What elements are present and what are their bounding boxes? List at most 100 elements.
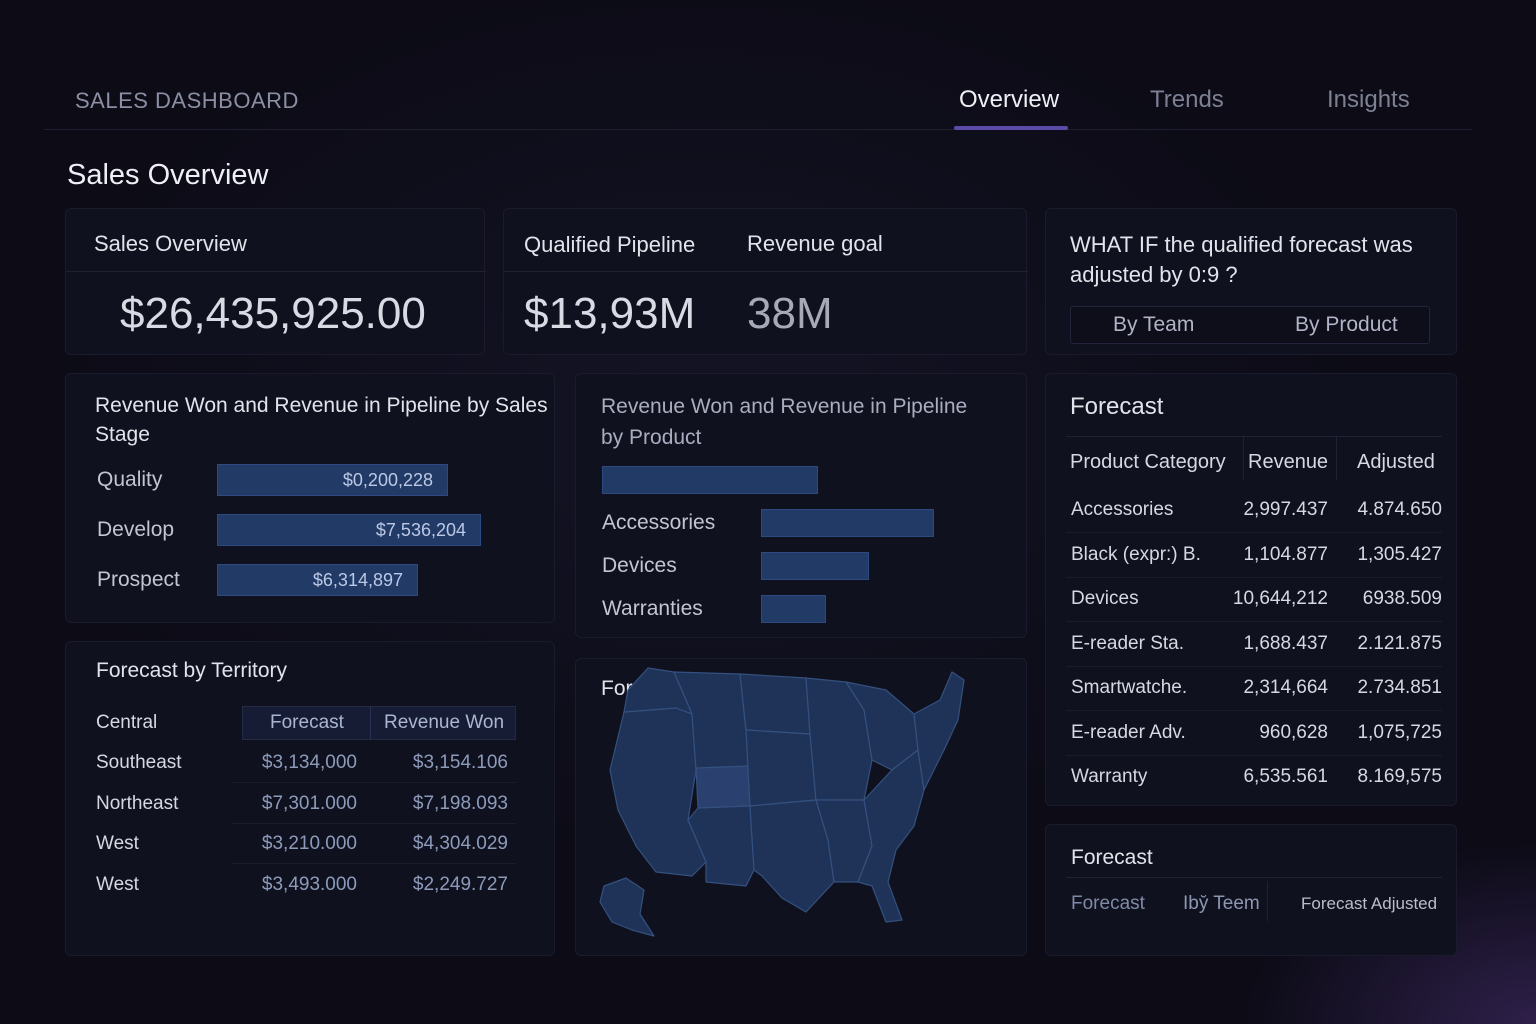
row-divider: [232, 782, 516, 783]
divider: [1267, 881, 1268, 921]
by-product-option[interactable]: By Product: [1295, 313, 1398, 336]
territory-cell-revenue-won: $4,304.029: [412, 833, 508, 854]
forecast-cell-adjusted: 6938.509: [1362, 588, 1442, 609]
stage-bar-value: $0,200,228: [342, 470, 433, 490]
forecast-cell-category: E-reader Adv.: [1071, 721, 1186, 743]
territory-cell-name: West: [96, 873, 139, 895]
column-header-revenue: Revenue: [1248, 451, 1329, 473]
row-divider: [1066, 621, 1442, 622]
tab-overview[interactable]: Overview: [959, 86, 1060, 113]
product-chart-card: Revenue Won and Revenue in Pipeline by P…: [575, 373, 1027, 638]
whatif-card: WHAT IF the qualified forecast was adjus…: [1045, 208, 1457, 355]
stage-bar[interactable]: $6,314,897: [217, 564, 418, 596]
forecast-cell-category: E-reader Sta.: [1071, 632, 1184, 654]
territory-cell-forecast: $7,301.000: [261, 792, 357, 814]
territory-card: Forecast by Territory Central Forecast R…: [65, 641, 555, 956]
page-title: Sales Overview: [67, 159, 269, 191]
territory-col-forecast: Forecast: [270, 712, 344, 733]
forecast-cell-adjusted: 1,305.427: [1357, 543, 1442, 565]
product-bar[interactable]: [761, 552, 869, 580]
tab-trends[interactable]: Trends: [1150, 86, 1224, 113]
stage-bar-value: $6,314,897: [312, 570, 403, 590]
footer-option-forecast-adjusted[interactable]: Forecast Adjusted: [1301, 894, 1438, 913]
footer-option-by-team[interactable]: Iby̆ Teem: [1183, 893, 1260, 914]
row-divider: [1066, 754, 1442, 756]
row-divider: [1066, 532, 1442, 533]
territory-cell-revenue-won: $3,154.106: [412, 752, 508, 773]
territory-cell-forecast: $3,210.000: [261, 833, 357, 854]
forecast-cell-category: Warranty: [1071, 766, 1148, 787]
forecast-cell-category: Smartwatche.: [1071, 677, 1188, 698]
map-region-alaska: [599, 877, 655, 937]
forecast-cell-revenue: 1,104.877: [1243, 543, 1328, 565]
forecast-cell-category: Accessories: [1071, 499, 1174, 520]
column-header-category: Product Category: [1070, 451, 1226, 473]
territory-cell-name: West: [96, 833, 139, 854]
territory-cell-forecast: $3,493.000: [261, 873, 357, 895]
footer-option-forecast[interactable]: Forecast: [1071, 893, 1145, 914]
territory-cell-revenue-won: $7,198.093: [412, 792, 508, 814]
map-region-southwest: [687, 805, 755, 887]
qualified-pipeline-label: Qualified Pipeline: [524, 232, 696, 257]
forecast-cell-revenue: 960,628: [1259, 721, 1328, 743]
territory-cell-forecast: $3,134,000: [261, 752, 357, 773]
product-bar[interactable]: [761, 595, 826, 623]
divider: [504, 271, 1028, 272]
forecast-footer-title: Forecast: [1071, 846, 1153, 869]
divider: [1066, 436, 1442, 437]
product-bar[interactable]: [602, 466, 818, 494]
territory-col-revenue-won: Revenue Won: [384, 712, 505, 733]
brand-title: SALES DASHBOARD: [75, 88, 299, 113]
revenue-header-box: [1243, 436, 1337, 480]
map-region-northeast: [913, 671, 965, 791]
row-divider: [232, 822, 516, 824]
forecast-cell-revenue: 10,644,212: [1232, 588, 1328, 609]
revenue-goal-label: Revenue goal: [747, 231, 883, 256]
stage-chart-card: Revenue Won and Revenue in Pipeline by S…: [65, 373, 555, 623]
whatif-question: WHAT IF the qualified forecast was adjus…: [1070, 232, 1413, 287]
forecast-footer-card: Forecast Forecast Iby̆ Teem Forecast Adj…: [1045, 824, 1457, 956]
product-bar[interactable]: [761, 509, 934, 537]
column-header-adjusted: Adjusted: [1357, 451, 1435, 473]
stage-bar-label: Prospect: [97, 568, 180, 591]
product-bar-label: Accessories: [602, 511, 716, 534]
kpi-sales-title: Sales Overview: [94, 231, 247, 256]
stage-bar[interactable]: $7,536,204: [217, 514, 481, 546]
forecast-table-title: Forecast: [1070, 393, 1164, 420]
divider: [66, 271, 486, 272]
row-divider: [1066, 710, 1442, 711]
territory-cell-name: Southeast: [96, 752, 182, 773]
forecast-cell-category: Black (expr:) B.: [1071, 543, 1201, 565]
forecast-cell-adjusted: 8.169,575: [1357, 766, 1442, 787]
kpi-pipeline-card: Qualified Pipeline Revenue goal $13,93M …: [503, 208, 1028, 355]
kpi-sales-card: Sales Overview $26,435,925.00: [65, 208, 486, 355]
map-region-wyoming: [695, 765, 751, 809]
stage-bar[interactable]: $0,200,228: [217, 464, 448, 496]
active-tab-indicator: [954, 126, 1068, 130]
revenue-goal-value: 38M: [747, 289, 833, 338]
row-divider: [1066, 576, 1442, 578]
tab-insights[interactable]: Insights: [1327, 86, 1410, 113]
forecast-table-card: Forecast Product Category Revenue Adjust…: [1045, 373, 1457, 806]
map-region-plains-mid: [745, 729, 817, 807]
by-team-option[interactable]: By Team: [1113, 313, 1195, 336]
forecast-cell-adjusted: 2.121.875: [1357, 632, 1442, 654]
qualified-pipeline-value: $13,93M: [524, 289, 696, 338]
forecast-cell-adjusted: 2.734.851: [1357, 677, 1442, 698]
forecast-cell-adjusted: 4.874.650: [1357, 499, 1442, 520]
us-map: [599, 667, 965, 937]
product-bar-label: Devices: [602, 554, 677, 577]
forecast-cell-category: Devices: [1071, 588, 1139, 609]
forecast-cell-revenue: 2,314,664: [1243, 677, 1328, 698]
row-divider: [232, 863, 516, 864]
stage-chart-title: Revenue Won and Revenue in Pipeline by S…: [95, 394, 548, 446]
forecast-cell-adjusted: 1,075,725: [1357, 721, 1442, 743]
product-bar-label: Warranties: [602, 597, 703, 620]
stage-bar-label: Develop: [97, 518, 175, 541]
forecast-cell-revenue: 2,997.437: [1243, 499, 1328, 520]
row-divider: [1066, 665, 1442, 667]
top-navigation-bar: SALES DASHBOARD Overview Trends Insights: [44, 62, 1472, 130]
territory-cell-name: Northeast: [96, 792, 179, 814]
divider: [370, 706, 371, 740]
territory-title: Forecast by Territory: [96, 659, 287, 682]
